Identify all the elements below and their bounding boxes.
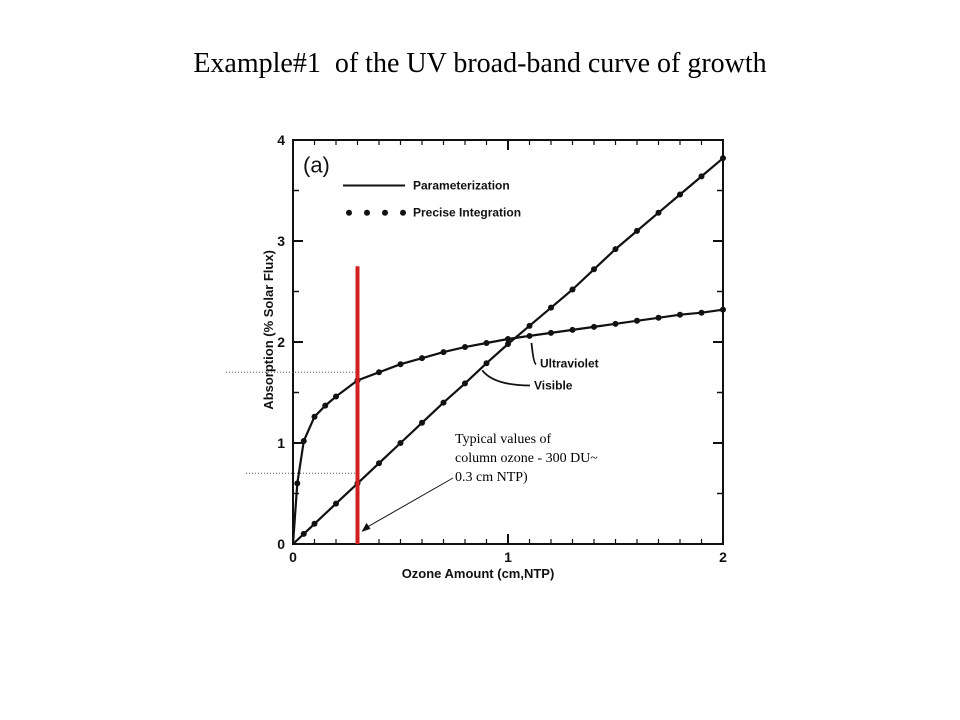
data-point	[397, 440, 404, 446]
data-point	[397, 361, 404, 368]
x-axis-label: Ozone Amount (cm,NTP)	[402, 566, 555, 581]
data-point	[655, 209, 662, 216]
legend: Parameterization Precise Integration	[343, 178, 521, 220]
ozone-note-line: 0.3 cm NTP)	[455, 470, 528, 485]
x-tick-label: 2	[719, 549, 727, 565]
data-point	[462, 380, 468, 387]
y-tick-label: 3	[277, 233, 285, 249]
annotation-visible: Visible	[534, 378, 573, 392]
legend-swatch-dot	[400, 209, 406, 216]
data-point	[720, 155, 726, 162]
data-point	[591, 266, 597, 273]
data-point	[440, 349, 447, 356]
y-tick-label: 2	[277, 334, 285, 350]
data-point	[311, 520, 318, 527]
data-point	[677, 191, 683, 198]
marker	[355, 266, 454, 544]
data-point	[419, 355, 425, 362]
x-tick-label: 0	[289, 549, 297, 565]
data-point	[294, 480, 301, 487]
data-point	[569, 326, 576, 333]
data-point	[505, 341, 511, 348]
data-point	[483, 340, 490, 347]
data-point	[505, 335, 511, 342]
note-arrow	[367, 477, 454, 528]
data-point	[526, 322, 533, 329]
data-point	[677, 311, 683, 318]
slide-title: Example#1 of the UV broad-band curve of …	[193, 48, 767, 79]
leader-line-ultraviolet	[530, 342, 537, 366]
y-tick-label: 1	[277, 435, 285, 451]
legend-label: Parameterization	[413, 178, 510, 192]
y-tick-label: 0	[277, 536, 285, 552]
data-point	[655, 314, 662, 321]
ozone-note-line: column ozone - 300 DU~	[455, 451, 598, 466]
data-point	[333, 500, 339, 507]
ozone-note-line: Typical values of	[455, 432, 552, 447]
annotation-ultraviolet: Ultraviolet	[540, 356, 599, 370]
legend-swatch-dot	[364, 209, 370, 216]
data-point	[569, 286, 576, 293]
data-point	[483, 360, 490, 367]
data-point	[698, 309, 705, 316]
data-point	[311, 413, 318, 420]
data-point	[591, 323, 597, 330]
data-point	[548, 304, 554, 311]
y-axis-label: Absorption (% Solar Flux)	[261, 250, 276, 410]
data-point	[634, 227, 640, 234]
data-point	[698, 173, 705, 180]
data-point	[376, 460, 382, 467]
reference-lines	[226, 371, 360, 474]
data-point	[300, 530, 307, 537]
data-point	[612, 320, 619, 327]
data-point	[612, 246, 619, 253]
leader-line-visible	[481, 369, 531, 387]
y-tick-label: 4	[277, 132, 285, 148]
legend-swatch-dot	[382, 209, 388, 216]
data-point	[548, 329, 554, 336]
data-points	[294, 155, 726, 537]
axis-ticks: 0 1 2 3 4 0 1 2 Ozone Amount (cm,NTP) Absorption …	[261, 132, 727, 581]
note-arrow-head	[361, 522, 371, 532]
x-tick-label: 1	[504, 549, 512, 565]
data-point	[720, 306, 726, 313]
data-point	[300, 437, 307, 444]
ozone-note: Typical values of column ozone - 300 DU~…	[455, 430, 670, 487]
data-point	[322, 402, 329, 409]
annotations: Ultraviolet Visible	[481, 342, 599, 392]
legend-label: Precise Integration	[413, 206, 521, 220]
data-point	[419, 419, 425, 426]
data-point	[440, 399, 447, 406]
series-line-visible	[292, 157, 724, 545]
panel-label: (a)	[303, 152, 330, 177]
legend-swatch-dot	[346, 209, 352, 216]
data-point	[333, 393, 339, 400]
data-point	[634, 317, 640, 324]
data-point	[462, 344, 468, 351]
data-point	[376, 369, 382, 376]
data-point	[526, 332, 533, 339]
